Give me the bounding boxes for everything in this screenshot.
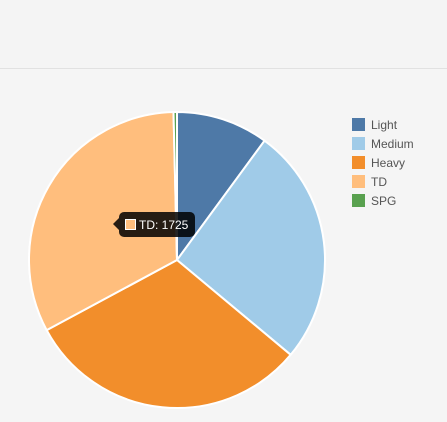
legend-swatch xyxy=(352,194,365,207)
legend-label: Heavy xyxy=(371,155,406,170)
chart-legend: Light Medium Heavy TD SPG xyxy=(352,115,414,210)
pie-slice-heavy[interactable] xyxy=(45,258,293,409)
legend-swatch xyxy=(352,137,365,150)
pie-slices xyxy=(28,110,326,409)
legend-item-heavy[interactable]: Heavy xyxy=(352,153,414,172)
legend-item-td[interactable]: TD xyxy=(352,172,414,191)
legend-swatch xyxy=(352,156,365,169)
legend-swatch xyxy=(352,118,365,131)
pie-slice-light[interactable] xyxy=(176,110,266,264)
legend-swatch xyxy=(352,175,365,188)
legend-label: TD xyxy=(371,174,387,189)
tooltip-color-swatch xyxy=(125,219,136,230)
tooltip-text: TD: 1725 xyxy=(139,217,189,232)
pie-slice-medium[interactable] xyxy=(175,139,326,357)
chart-tooltip: TD: 1725 xyxy=(112,212,196,237)
legend-label: Light xyxy=(371,117,398,132)
legend-label: Medium xyxy=(371,136,414,151)
pie-slice-td[interactable] xyxy=(28,111,179,332)
legend-item-spg[interactable]: SPG xyxy=(352,191,414,210)
top-toolbar-area xyxy=(0,0,447,69)
legend-label: SPG xyxy=(371,193,397,208)
legend-item-light[interactable]: Light xyxy=(352,115,414,134)
legend-item-medium[interactable]: Medium xyxy=(352,134,414,153)
